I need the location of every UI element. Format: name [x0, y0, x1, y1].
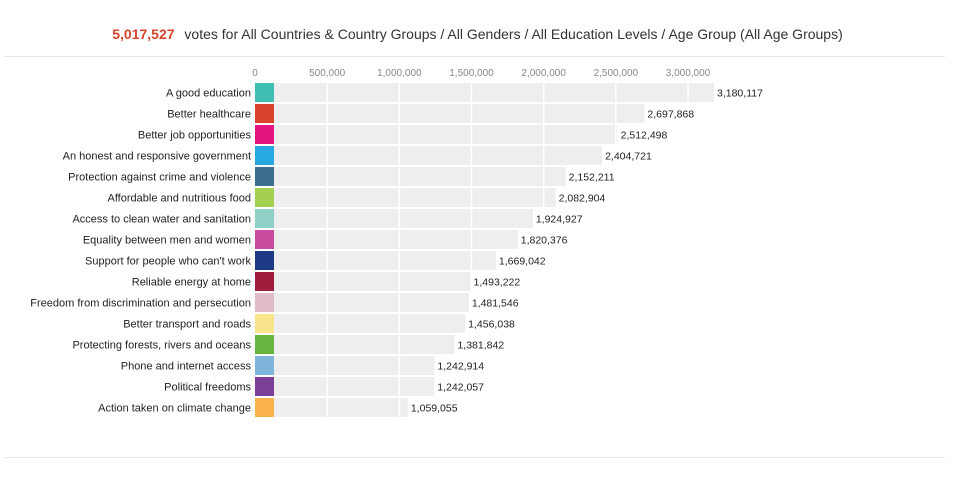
category-label: An honest and responsive government — [63, 151, 251, 163]
vote-count: 5,017,527 — [112, 26, 175, 42]
category-label: Reliable energy at home — [132, 277, 251, 289]
bar-row: Support for people who can't work — [85, 251, 496, 270]
category-label: Protection against crime and violence — [68, 172, 251, 184]
x-tick-label: 0 — [252, 68, 258, 79]
bar-swatch — [255, 125, 274, 144]
bar-row: Phone and internet access — [121, 356, 435, 375]
bar-swatch — [255, 230, 274, 249]
value-label: 1,456,038 — [468, 319, 515, 331]
category-label: Access to clean water and sanitation — [72, 214, 251, 226]
bar-swatch — [255, 293, 274, 312]
bar-swatch — [255, 188, 274, 207]
x-tick-label: 2,500,000 — [594, 68, 639, 79]
bar-row: Access to clean water and sanitation — [72, 209, 533, 228]
bar — [255, 377, 435, 396]
bar-row: Reliable energy at home — [132, 272, 471, 291]
x-tick-label: 1,000,000 — [377, 68, 422, 79]
bar — [255, 272, 471, 291]
value-label: 1,381,842 — [457, 340, 504, 352]
category-label: Affordable and nutritious food — [107, 193, 251, 205]
value-label: 2,082,904 — [559, 193, 606, 205]
bar-swatch — [255, 356, 274, 375]
category-label: Protecting forests, rivers and oceans — [72, 340, 251, 352]
bar — [255, 188, 556, 207]
bar-swatch — [255, 377, 274, 396]
header-divider — [5, 56, 945, 57]
bar — [255, 251, 496, 270]
value-label: 1,242,914 — [437, 361, 484, 373]
category-label: Political freedoms — [164, 382, 251, 394]
bar-row: Better job opportunities — [138, 125, 618, 144]
value-label: 2,152,211 — [569, 172, 615, 184]
category-label: Freedom from discrimination and persecut… — [30, 298, 251, 310]
bar-swatch — [255, 146, 274, 165]
bar — [255, 209, 533, 228]
footer-divider — [5, 457, 945, 458]
value-label: 2,697,868 — [647, 109, 694, 121]
x-axis-ticks: 0 500,000 1,000,000 1,500,000 2,000,000 2,500… — [252, 68, 710, 79]
bar — [255, 293, 469, 312]
bar-swatch — [255, 314, 274, 333]
value-label: 1,481,546 — [472, 298, 519, 310]
bar — [255, 230, 518, 249]
value-label: 1,669,042 — [499, 256, 546, 268]
category-label: A good education — [166, 88, 251, 100]
value-label: 3,180,117 — [717, 88, 763, 100]
bar-row: Protecting forests, rivers and oceans — [72, 335, 455, 354]
bar — [255, 356, 435, 375]
value-label: 2,404,721 — [605, 151, 652, 163]
bar — [255, 104, 645, 123]
bar-swatch — [255, 167, 274, 186]
bar — [255, 167, 566, 186]
value-label: 2,512,498 — [621, 130, 668, 142]
bar-row: Equality between men and women — [83, 230, 518, 249]
category-label: Support for people who can't work — [85, 256, 251, 268]
bar — [255, 335, 455, 354]
bar-row: Affordable and nutritious food — [107, 188, 556, 207]
bar — [255, 398, 408, 417]
bar-row: Better transport and roads — [123, 314, 466, 333]
category-label: Better job opportunities — [138, 130, 252, 142]
bar-swatch — [255, 104, 274, 123]
bar-row: Freedom from discrimination and persecut… — [30, 293, 469, 312]
x-tick-label: 1,500,000 — [449, 68, 494, 79]
bar-row: Protection against crime and violence — [68, 167, 566, 186]
bar-swatch — [255, 83, 274, 102]
bar-swatch — [255, 209, 274, 228]
bar — [255, 146, 603, 165]
bar-swatch — [255, 272, 274, 291]
bar-row: Better healthcare — [167, 104, 645, 123]
value-label: 1,493,222 — [474, 277, 521, 289]
bar-swatch — [255, 251, 274, 270]
category-label: Action taken on climate change — [98, 403, 251, 415]
x-tick-label: 500,000 — [309, 68, 346, 79]
bar — [255, 83, 714, 102]
x-tick-label: 2,000,000 — [521, 68, 566, 79]
bar — [255, 314, 466, 333]
chart-header: 5,017,527 votes for All Countries & Coun… — [0, 26, 955, 42]
category-label: Better healthcare — [167, 109, 251, 121]
value-label: 1,924,927 — [536, 214, 583, 226]
value-label: 1,059,055 — [411, 403, 458, 415]
value-label: 1,242,057 — [437, 382, 484, 394]
bar-swatch — [255, 398, 274, 417]
bars: A good education Better healthcare Better … — [30, 83, 714, 417]
category-label: Equality between men and women — [83, 235, 251, 247]
bar-row: A good education — [166, 83, 714, 102]
category-label: Better transport and roads — [123, 319, 251, 331]
bar-row: An honest and responsive government — [63, 146, 603, 165]
category-label: Phone and internet access — [121, 361, 252, 373]
bar-row: Action taken on climate change — [98, 398, 408, 417]
bar-swatch — [255, 335, 274, 354]
grid-layer — [326, 83, 689, 419]
x-tick-label: 3,000,000 — [666, 68, 711, 79]
vote-description: votes for All Countries & Country Groups… — [184, 26, 843, 42]
bar — [255, 125, 618, 144]
value-label: 1,820,376 — [521, 235, 568, 247]
bar-row: Political freedoms — [164, 377, 435, 396]
